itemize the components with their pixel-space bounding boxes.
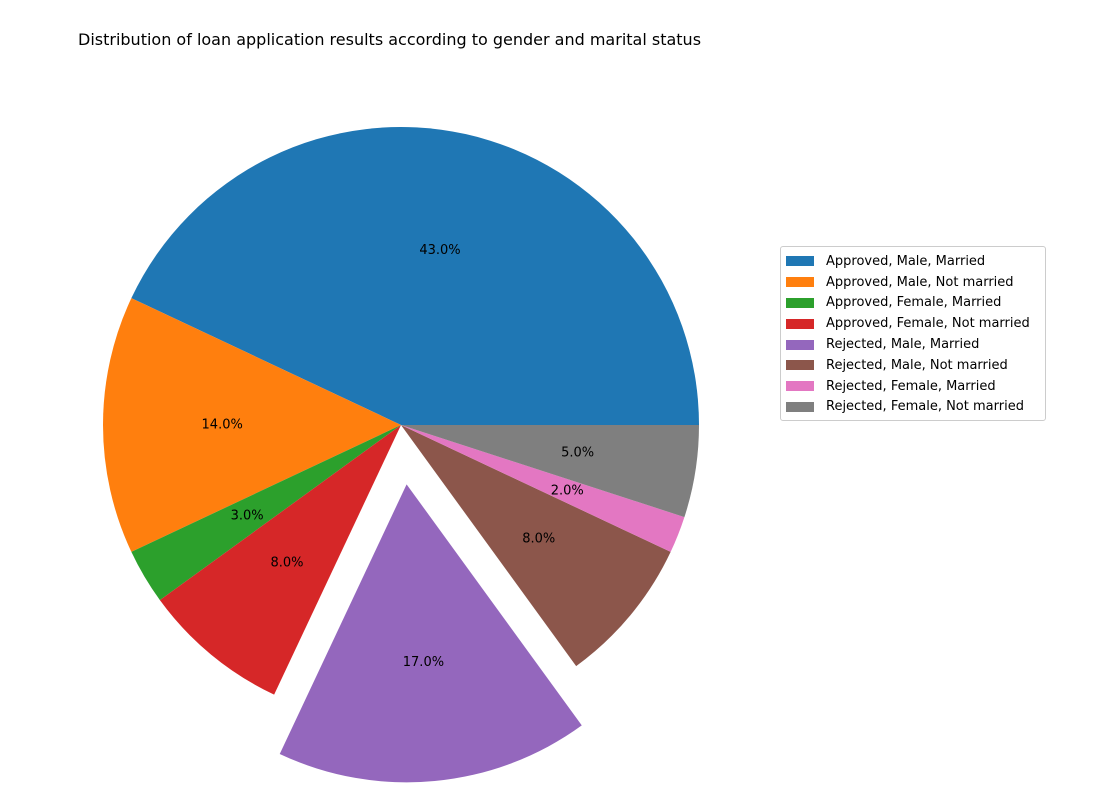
pie-slice	[159, 425, 401, 695]
legend-item: Rejected, Male, Not married	[781, 355, 1045, 376]
legend-swatch	[786, 360, 814, 371]
legend-swatch	[786, 256, 814, 267]
legend-label: Approved, Male, Married	[826, 253, 986, 269]
chart-title: Distribution of loan application results…	[78, 30, 702, 49]
legend-swatch	[786, 297, 814, 308]
slice-percent-label: 3.0%	[231, 509, 264, 524]
legend-item: Rejected, Female, Married	[781, 376, 1045, 397]
legend-swatch	[786, 401, 814, 412]
legend-label: Approved, Female, Not married	[826, 316, 1030, 332]
pie-slice	[131, 425, 401, 601]
legend-label: Rejected, Female, Not married	[826, 399, 1024, 415]
slice-percent-label: 8.0%	[522, 531, 555, 546]
legend-item: Rejected, Female, Not married	[781, 397, 1045, 418]
legend-swatch	[786, 339, 814, 350]
legend-item: Rejected, Male, Married	[781, 334, 1045, 355]
legend-label: Approved, Female, Married	[826, 295, 1002, 311]
legend-item: Approved, Male, Not married	[781, 272, 1045, 293]
legend-swatch	[786, 277, 814, 288]
pie-slice	[401, 425, 699, 518]
pie-slice	[401, 425, 685, 552]
slice-percent-label: 2.0%	[551, 483, 584, 498]
slice-percent-label: 5.0%	[561, 445, 594, 460]
legend-label: Approved, Male, Not married	[826, 274, 1014, 290]
pie-slice	[401, 425, 671, 667]
pie-slice	[103, 298, 401, 552]
legend-swatch	[786, 381, 814, 392]
legend: Approved, Male, Married Approved, Male, N…	[780, 246, 1046, 422]
legend-label: Rejected, Male, Not married	[826, 357, 1008, 373]
legend-item: Approved, Female, Married	[781, 293, 1045, 314]
pie-slice	[131, 126, 699, 425]
pie-slice	[279, 484, 582, 783]
slice-percent-label: 17.0%	[403, 655, 444, 670]
legend-item: Approved, Male, Married	[781, 251, 1045, 272]
legend-label: Rejected, Female, Married	[826, 378, 996, 394]
legend-item: Approved, Female, Not married	[781, 313, 1045, 334]
legend-swatch	[786, 318, 814, 329]
legend-label: Rejected, Male, Married	[826, 337, 980, 353]
slice-percent-label: 8.0%	[271, 555, 304, 570]
slice-percent-label: 43.0%	[419, 243, 460, 258]
slice-percent-label: 14.0%	[202, 418, 243, 433]
